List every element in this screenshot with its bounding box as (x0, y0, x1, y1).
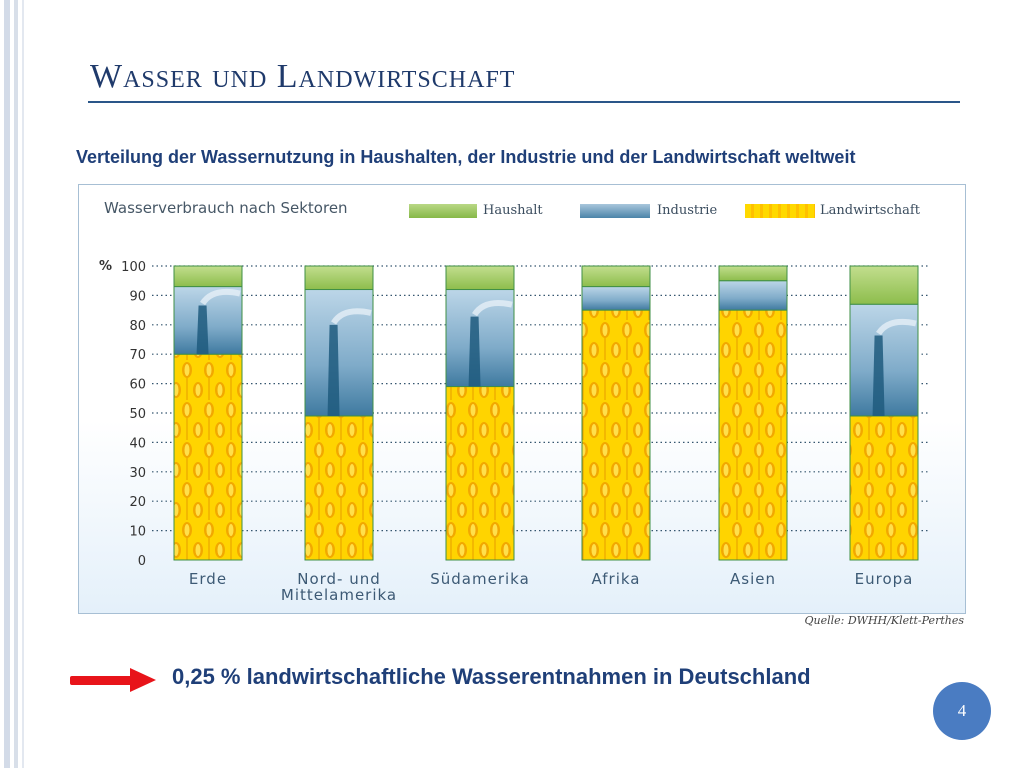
legend-label-industrie: Industrie (657, 203, 718, 218)
conclusion-statement: 0,25 % landwirtschaftliche Wasserentnahm… (172, 664, 811, 689)
legend-label-haushalt: Haushalt (483, 203, 543, 218)
arrow-right-icon (70, 668, 156, 692)
legend-swatch-haushalt (409, 204, 477, 218)
slide-subtitle: Verteilung der Wassernutzung in Haushalt… (76, 147, 856, 167)
legend-swatch-landwirtschaft (745, 204, 815, 218)
chart-source: Quelle: DWHH/Klett-Perthes (804, 614, 964, 627)
legend-swatch-industrie (580, 204, 650, 218)
side-decoration-band (22, 0, 24, 768)
side-decoration-band (4, 0, 10, 768)
legend-label-landwirtschaft: Landwirtschaft (820, 203, 920, 218)
chart-frame (78, 184, 966, 614)
side-decoration-band (14, 0, 18, 768)
page-number-badge: 4 (933, 682, 991, 740)
title-underline (88, 101, 960, 103)
chart-title: Wasserverbrauch nach Sektoren (104, 199, 348, 217)
slide-title: Wasser und Landwirtschaft (90, 58, 516, 95)
